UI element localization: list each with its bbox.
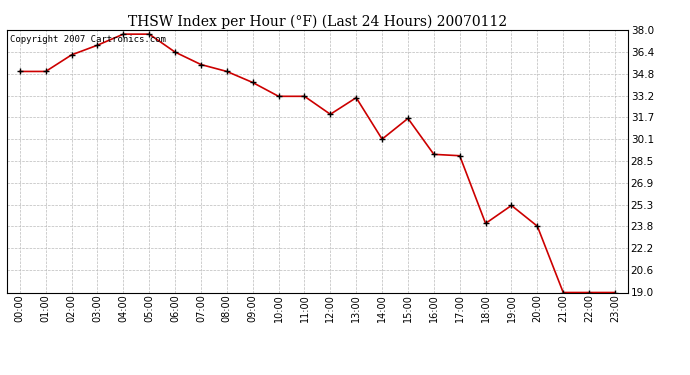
- Text: Copyright 2007 Cartronics.com: Copyright 2007 Cartronics.com: [10, 35, 166, 44]
- Title: THSW Index per Hour (°F) (Last 24 Hours) 20070112: THSW Index per Hour (°F) (Last 24 Hours)…: [128, 15, 507, 29]
